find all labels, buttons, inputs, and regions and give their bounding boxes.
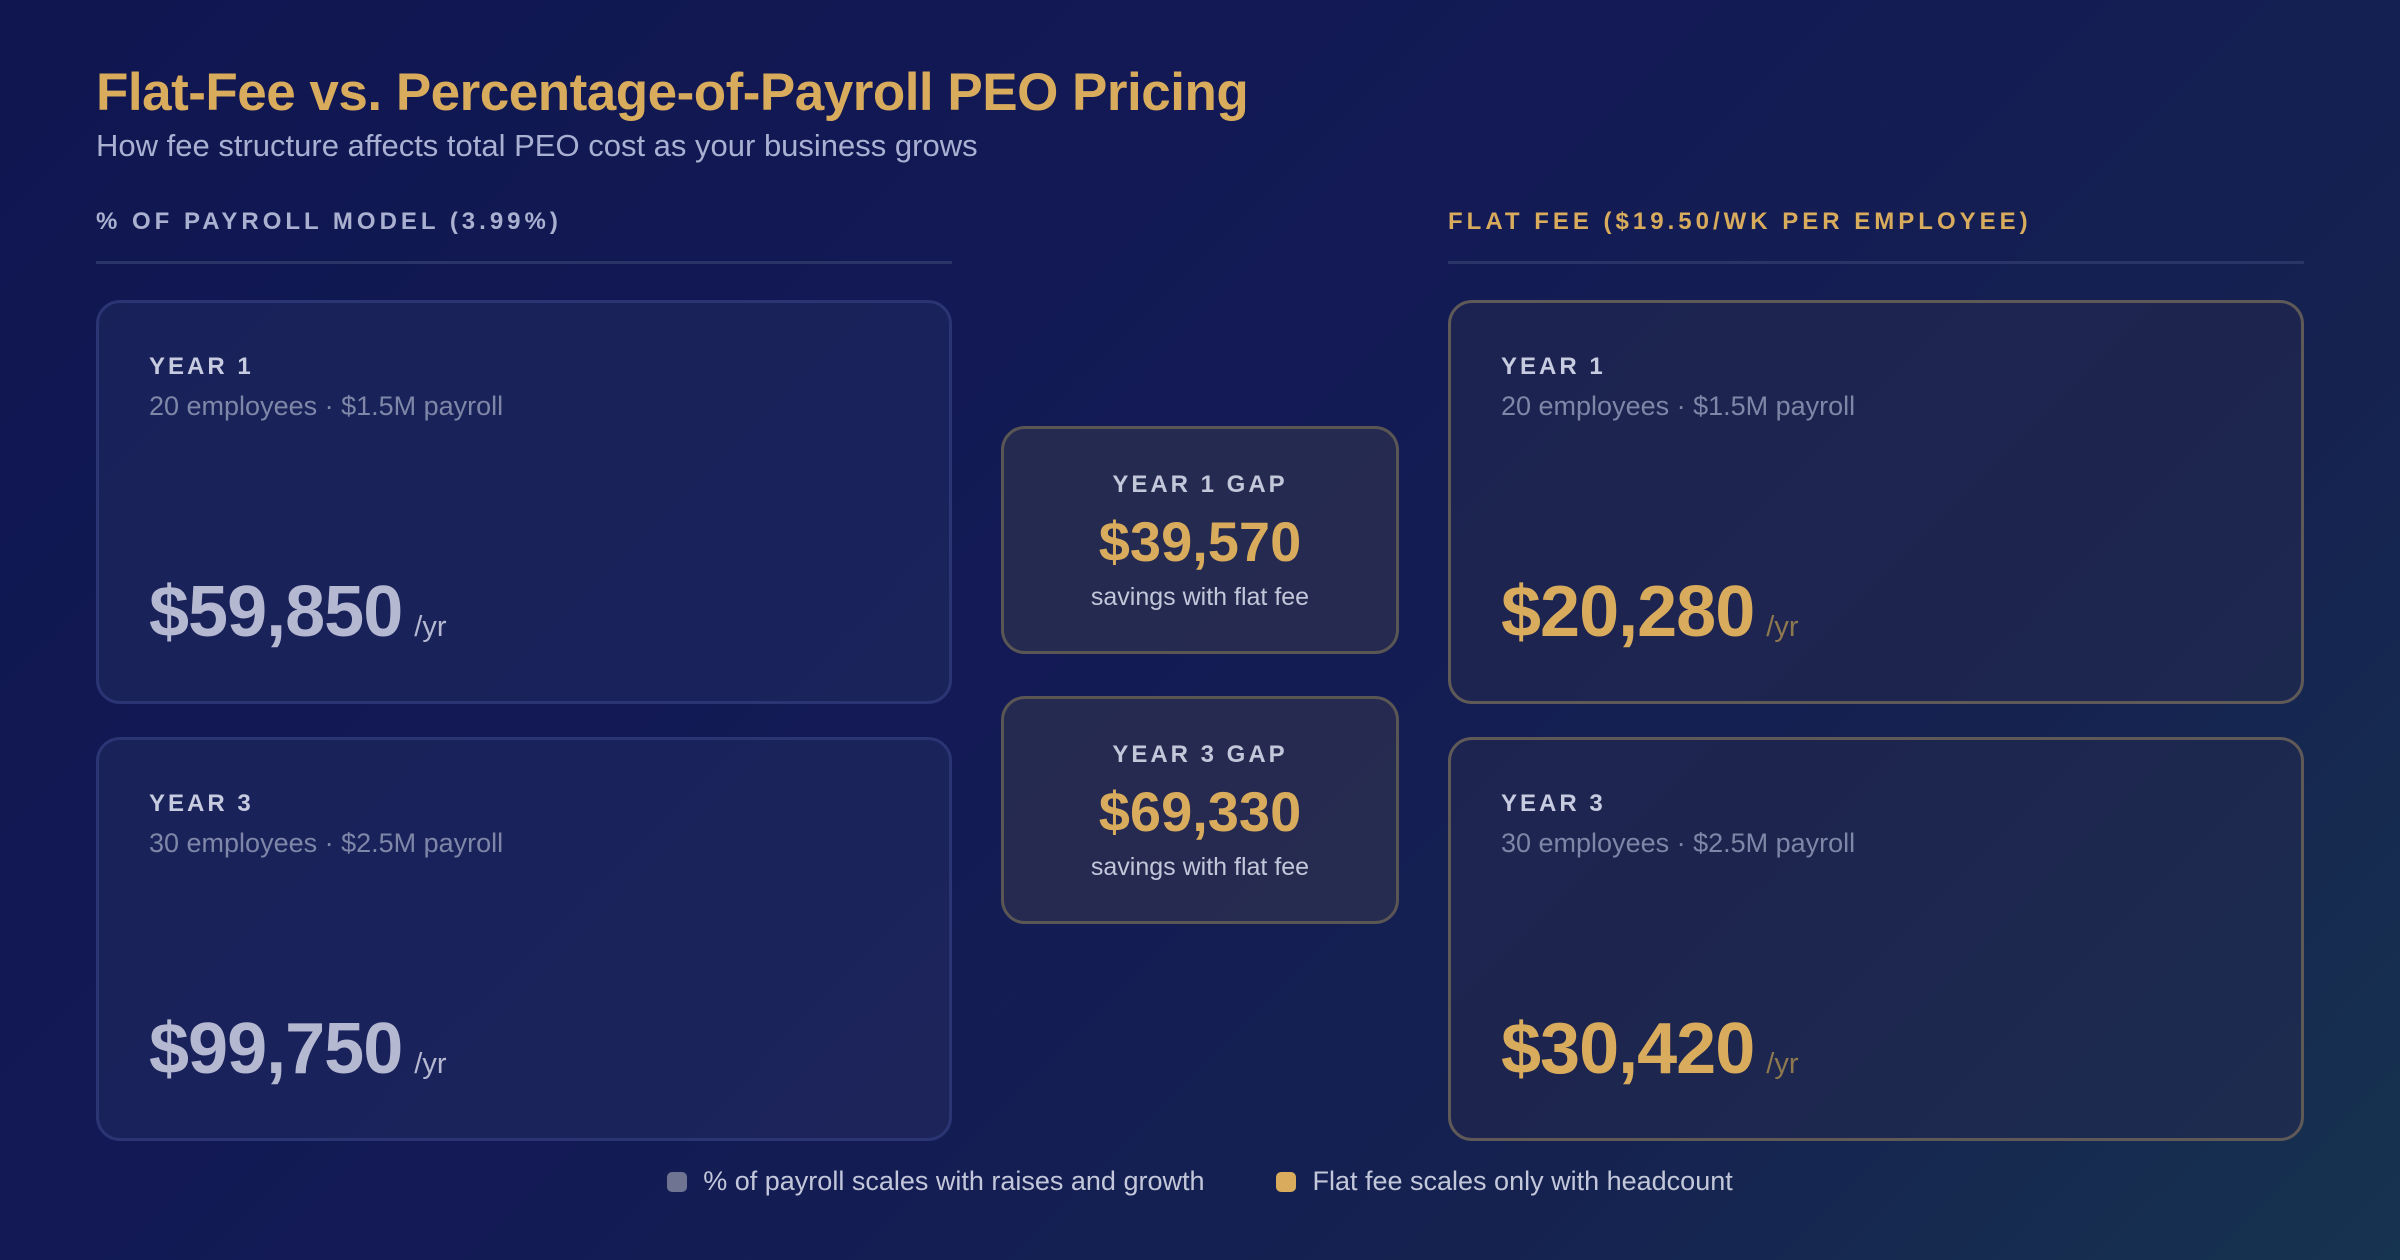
card-meta: 30 employees · $2.5M payroll bbox=[1501, 828, 1856, 858]
legend-label: Flat fee scales only with headcount bbox=[1312, 1166, 1733, 1196]
legend-item-flat: Flat fee scales only with headcount bbox=[1276, 1166, 1733, 1197]
card-amount: $99,750 bbox=[149, 1009, 403, 1089]
card-meta: 20 employees · $1.5M payroll bbox=[1501, 391, 1856, 421]
card-unit: /yr bbox=[414, 1048, 447, 1080]
flat-fee-heading: FLAT FEE ($19.50/WK PER EMPLOYEE) bbox=[1448, 208, 2304, 264]
page-subtitle: How fee structure affects total PEO cost… bbox=[96, 128, 978, 163]
page-title: Flat-Fee vs. Percentage-of-Payroll PEO P… bbox=[96, 63, 1249, 122]
card-amount-row: $30,420 /yr bbox=[1501, 1008, 1798, 1090]
percent-year3-card: YEAR 3 30 employees · $2.5M payroll $99,… bbox=[96, 737, 952, 1141]
legend: % of payroll scales with raises and grow… bbox=[0, 1166, 2400, 1197]
gap-amount: $69,330 bbox=[1098, 780, 1302, 843]
legend-swatch-flat bbox=[1276, 1171, 1297, 1192]
card-year-label: YEAR 1 bbox=[149, 353, 254, 380]
card-amount-row: $59,850 /yr bbox=[149, 571, 446, 653]
year1-gap-card: YEAR 1 GAP $39,570 savings with flat fee bbox=[1001, 426, 1399, 654]
gap-amount: $39,570 bbox=[1098, 510, 1302, 573]
card-year-label: YEAR 3 bbox=[149, 790, 254, 817]
card-year-label: YEAR 3 bbox=[1501, 790, 1606, 817]
card-meta: 30 employees · $2.5M payroll bbox=[149, 828, 504, 858]
card-amount: $59,850 bbox=[149, 572, 403, 652]
card-unit: /yr bbox=[1766, 1048, 1799, 1080]
year3-gap-card: YEAR 3 GAP $69,330 savings with flat fee bbox=[1001, 696, 1399, 924]
gap-caption: savings with flat fee bbox=[1090, 852, 1310, 881]
flat-year1-card: YEAR 1 20 employees · $1.5M payroll $20,… bbox=[1448, 300, 2304, 704]
card-amount: $30,420 bbox=[1501, 1009, 1755, 1089]
card-amount-row: $99,750 /yr bbox=[149, 1008, 446, 1090]
card-meta: 20 employees · $1.5M payroll bbox=[149, 391, 504, 421]
card-amount: $20,280 bbox=[1501, 572, 1755, 652]
gap-label: YEAR 1 GAP bbox=[1112, 471, 1288, 498]
legend-swatch-percent bbox=[667, 1171, 688, 1192]
card-amount-row: $20,280 /yr bbox=[1501, 571, 1798, 653]
legend-label: % of payroll scales with raises and grow… bbox=[703, 1166, 1205, 1196]
percent-model-heading: % OF PAYROLL MODEL (3.99%) bbox=[96, 208, 952, 264]
legend-item-percent: % of payroll scales with raises and grow… bbox=[667, 1166, 1204, 1197]
card-year-label: YEAR 1 bbox=[1501, 353, 1606, 380]
percent-year1-card: YEAR 1 20 employees · $1.5M payroll $59,… bbox=[96, 300, 952, 704]
gap-caption: savings with flat fee bbox=[1090, 582, 1310, 611]
flat-year3-card: YEAR 3 30 employees · $2.5M payroll $30,… bbox=[1448, 737, 2304, 1141]
gap-label: YEAR 3 GAP bbox=[1112, 741, 1288, 768]
card-unit: /yr bbox=[414, 611, 447, 643]
card-unit: /yr bbox=[1766, 611, 1799, 643]
